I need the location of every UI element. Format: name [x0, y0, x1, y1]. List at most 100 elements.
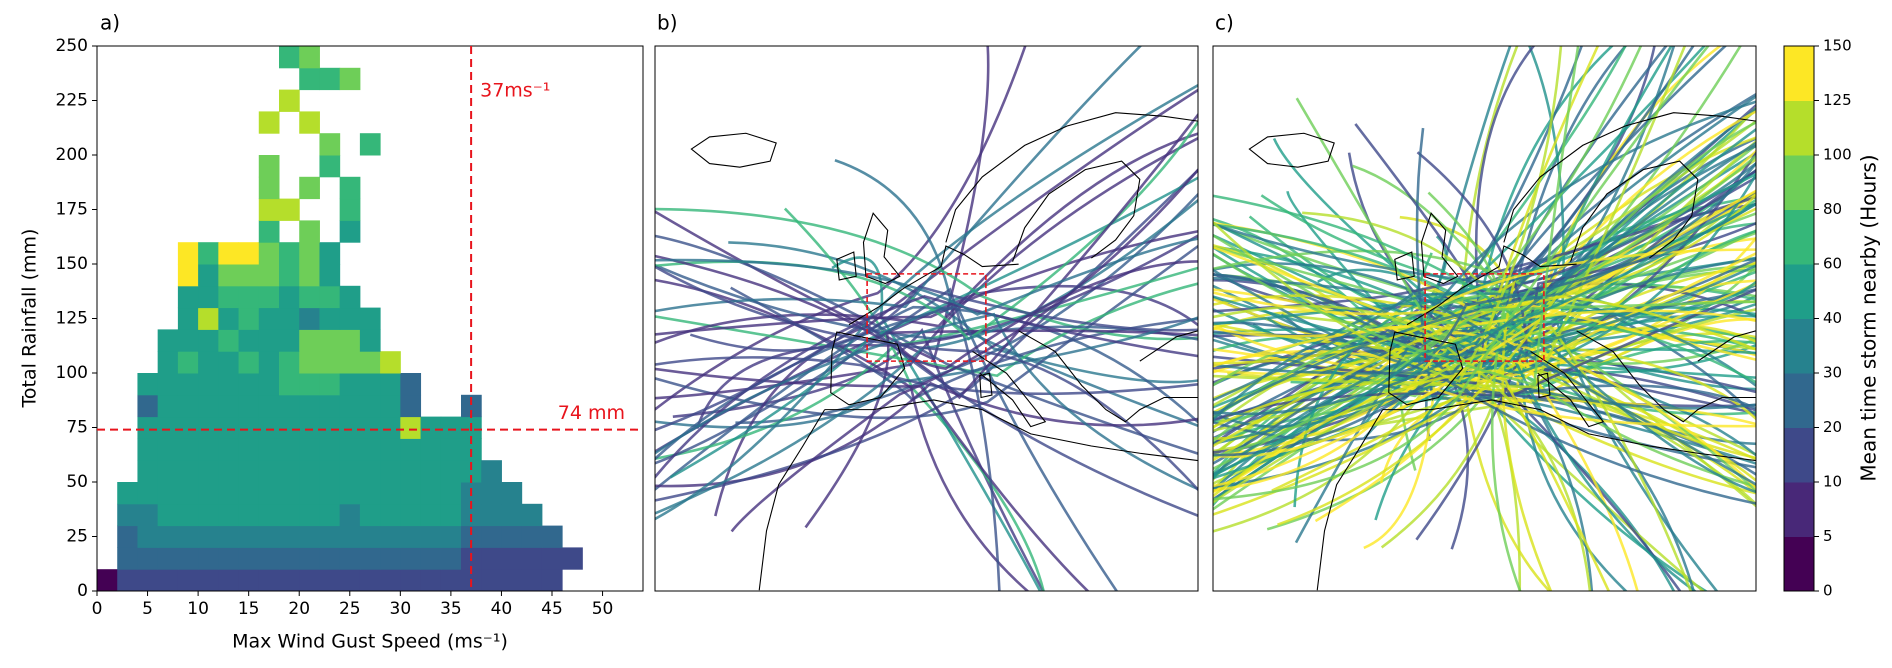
heatmap-cell	[279, 242, 300, 265]
heatmap-cell	[258, 503, 280, 527]
storm-track	[1213, 161, 1756, 417]
storm-track	[1213, 280, 1553, 591]
heatmap-cell	[279, 351, 300, 374]
heatmap-cell	[359, 547, 381, 570]
storm-track	[1213, 318, 1552, 591]
heatmap-cell	[157, 438, 179, 461]
heatmap-cell	[501, 525, 523, 548]
heatmap-cell	[339, 220, 361, 243]
heatmap-cell	[177, 285, 199, 309]
storm-track	[1213, 304, 1592, 591]
heatmap-cell	[117, 482, 138, 505]
heatmap-cell	[177, 373, 199, 396]
storm-track	[1213, 172, 1756, 375]
heatmap-cell	[218, 460, 240, 483]
heatmap-cell	[177, 482, 199, 505]
heatmap-cell	[258, 547, 280, 570]
colorbar-segment	[1784, 536, 1814, 592]
heatmap-cell	[218, 307, 240, 330]
colorbar-segment	[1784, 373, 1814, 428]
heatmap-cell	[400, 525, 422, 548]
heatmap-cell	[198, 264, 219, 287]
heatmap-cell	[218, 351, 240, 374]
heatmap-cell	[258, 525, 280, 548]
storm-track	[893, 260, 1198, 371]
y-tick-label: 225	[56, 91, 88, 111]
heatmap-cell	[319, 242, 341, 265]
heatmap-cell	[380, 438, 401, 461]
storm-track	[728, 241, 1198, 384]
heatmap-cell	[157, 503, 179, 527]
colorbar-label: Mean time storm nearby (Hours)	[1857, 154, 1881, 481]
heatmap-cell	[258, 394, 280, 418]
heatmap-cell	[339, 373, 361, 396]
heatmap-cell	[137, 482, 159, 505]
storm-track	[655, 265, 1198, 492]
heatmap-cell	[339, 198, 361, 221]
y-tick-label: 50	[66, 472, 88, 492]
y-tick-label: 25	[66, 527, 88, 547]
heatmap-cell	[157, 569, 179, 592]
heatmap-cell	[218, 264, 240, 287]
heatmap-cell	[359, 525, 381, 548]
heatmap-cell	[299, 67, 320, 91]
heatmap-cell	[238, 438, 260, 461]
heatmap-cell	[198, 416, 219, 439]
heatmap-cell	[198, 394, 219, 418]
storm-track	[655, 321, 1198, 518]
heatmap-cell	[299, 176, 320, 200]
storm-track	[655, 312, 1198, 491]
heatmap-cell	[279, 329, 300, 352]
heatmap-cell	[198, 525, 219, 548]
heatmap-cell	[137, 547, 159, 570]
heatmap-cell	[299, 220, 320, 243]
storm-track	[1213, 189, 1756, 488]
heatmap-cell	[440, 482, 462, 505]
storm-track	[655, 282, 1198, 378]
colorbar-segment	[1784, 264, 1814, 319]
heatmap-cell	[177, 351, 199, 374]
heatmap-cell	[319, 547, 341, 570]
heatmap-cell	[258, 416, 280, 439]
heatmap-cell	[137, 460, 159, 483]
heatmap-cell	[339, 525, 361, 548]
heatmap-cell	[299, 329, 320, 352]
map-frame	[654, 45, 1199, 592]
heatmap-cell	[279, 394, 300, 418]
heatmap-cell	[400, 503, 422, 527]
heatmap-cell	[177, 307, 199, 330]
storm-track	[1213, 314, 1521, 591]
heatmap-cell	[319, 307, 341, 330]
heatmap-cell	[339, 351, 361, 374]
heatmap-cell	[380, 482, 401, 505]
heatmap-cell	[198, 569, 219, 592]
storm-track	[1213, 46, 1710, 501]
storm-track	[655, 263, 1198, 341]
colorbar-tick-label: 5	[1823, 527, 1833, 545]
heatmap-cell	[279, 307, 300, 330]
heatmap-cell	[481, 525, 502, 548]
heatmap-cell	[177, 503, 199, 527]
heatmap-cell	[218, 569, 240, 592]
heatmap-cell	[238, 351, 260, 374]
storm-track	[655, 112, 1198, 400]
heatmap-cell	[541, 547, 563, 570]
storm-track	[1213, 46, 1643, 471]
heatmap-cell	[299, 351, 320, 374]
storm-track	[804, 329, 1198, 529]
storm-track	[1213, 141, 1756, 416]
colorbar-segment	[1784, 46, 1814, 101]
heatmap-cell	[299, 482, 320, 505]
heatmap-cell	[299, 242, 320, 265]
heatmap-cell	[238, 503, 260, 527]
heatmap-cell	[218, 329, 240, 352]
colorbar-segment	[1784, 209, 1814, 265]
heatmap-cell	[198, 438, 219, 461]
storm-track	[1213, 282, 1756, 383]
heatmap-cell	[339, 307, 361, 330]
storm-track	[655, 305, 1198, 492]
heatmap-cell	[380, 525, 401, 548]
heatmap-cell	[157, 547, 179, 570]
colorbar-tick-label: 0	[1823, 582, 1833, 600]
heatmap-cell	[319, 394, 341, 418]
